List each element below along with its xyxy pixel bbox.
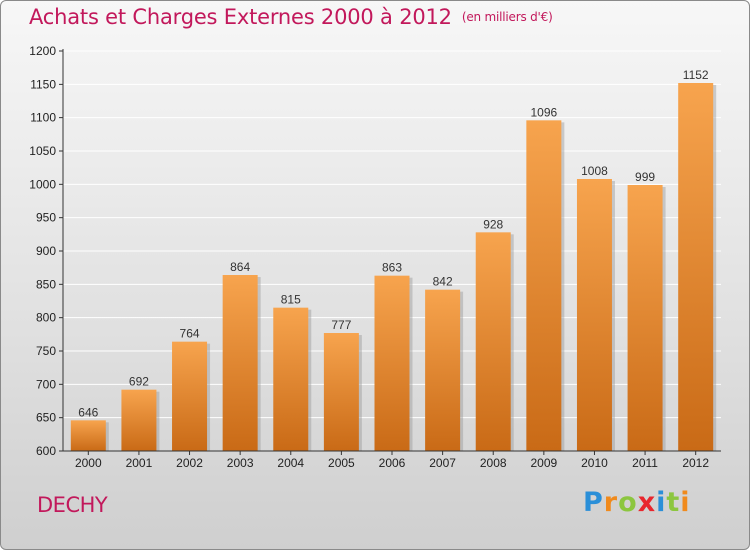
logo-letter: P: [583, 487, 604, 518]
chart-subtitle: (en milliers d'€): [461, 10, 553, 24]
y-tick-label: 1150: [30, 77, 56, 91]
x-tick-label: 2008: [480, 456, 507, 470]
y-tick-label: 1050: [29, 144, 56, 158]
x-tick-label: 2006: [379, 456, 406, 470]
bar: [323, 333, 359, 451]
commune-name: DECHY: [37, 493, 108, 517]
x-tick-label: 2002: [176, 456, 203, 470]
x-tick-label: 2001: [126, 456, 153, 470]
data-label: 1096: [530, 105, 557, 119]
x-tick-label: 2012: [682, 456, 709, 470]
x-tick-label: 2003: [227, 456, 254, 470]
data-label: 863: [382, 261, 402, 275]
data-label: 777: [331, 318, 351, 332]
bar: [475, 232, 511, 451]
x-tick-label: 2009: [530, 456, 557, 470]
bar: [576, 179, 612, 451]
bar: [526, 120, 562, 451]
data-label: 1008: [581, 164, 608, 178]
data-label: 764: [180, 327, 200, 341]
y-tick-label: 800: [36, 311, 56, 325]
data-label: 646: [78, 405, 98, 419]
data-label: 1152: [683, 68, 709, 82]
y-tick-label: 1100: [30, 111, 56, 125]
bar: [222, 275, 258, 451]
bar: [70, 420, 106, 451]
data-label: 999: [635, 170, 655, 184]
bar: [273, 307, 309, 451]
y-tick-label: 950: [36, 211, 56, 225]
data-label: 692: [129, 375, 149, 389]
y-tick-label: 750: [36, 344, 56, 358]
x-tick-label: 2000: [75, 456, 102, 470]
logo-letter: t: [666, 487, 681, 518]
data-label: 815: [281, 293, 301, 307]
logo-letter: i: [656, 487, 667, 518]
y-tick-label: 650: [36, 411, 56, 425]
y-tick-label: 850: [36, 277, 56, 291]
x-tick-label: 2007: [429, 456, 456, 470]
bar: [121, 389, 157, 451]
data-label: 928: [483, 217, 503, 231]
x-tick-label: 2005: [328, 456, 355, 470]
y-tick-label: 700: [36, 377, 56, 391]
logo-letter: i: [680, 487, 691, 518]
x-tick-label: 2004: [277, 456, 304, 470]
logo-letter: r: [603, 487, 619, 518]
bar: [374, 275, 410, 451]
logo-letter: o: [618, 487, 638, 518]
x-tick-label: 2010: [581, 456, 608, 470]
bar: [627, 185, 663, 451]
title-text: Achats et Charges Externes 2000 à 2012: [29, 5, 452, 29]
x-tick-label: 2011: [632, 456, 658, 470]
bar: [425, 289, 461, 451]
y-tick-label: 1000: [29, 177, 56, 191]
y-tick-label: 1200: [29, 44, 56, 58]
logo-letter: x: [637, 487, 657, 518]
data-label: 864: [230, 260, 250, 274]
data-label: 842: [433, 275, 453, 289]
chart-title: Achats et Charges Externes 2000 à 2012 (e…: [29, 5, 553, 29]
y-tick-label: 900: [36, 244, 56, 258]
proxiti-logo: Proxiti: [583, 487, 691, 518]
y-tick-label: 600: [36, 444, 56, 458]
bar: [678, 83, 714, 451]
bar: [172, 341, 208, 451]
